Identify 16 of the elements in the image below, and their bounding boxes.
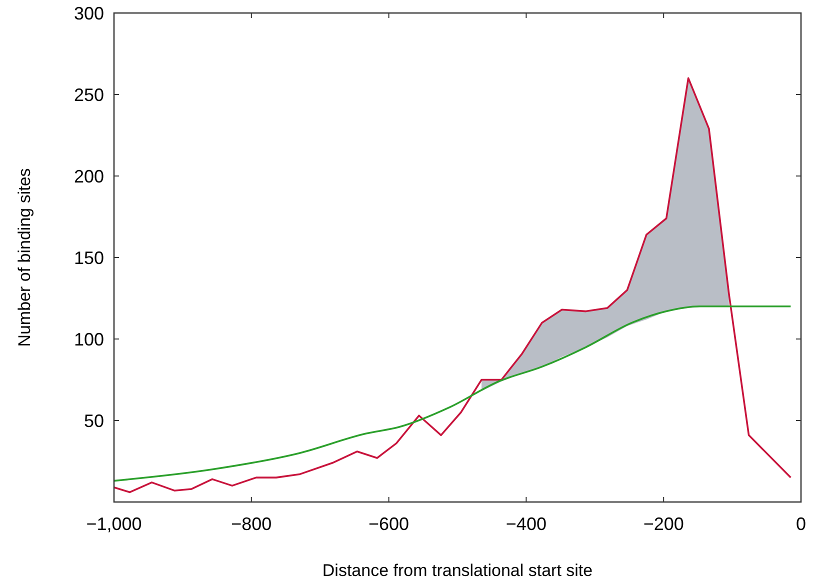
line-series (113, 306, 792, 482)
y-tick-label: 300 (74, 3, 104, 24)
x-tick-label: −1,000 (86, 514, 142, 534)
x-tick-label: −400 (506, 514, 546, 534)
x-tick-label: −800 (231, 514, 272, 534)
y-tick-label: 250 (74, 84, 104, 105)
x-tick-label: 0 (796, 514, 806, 534)
y-tick-label: 200 (74, 166, 104, 186)
y-tick-label: 150 (74, 248, 104, 268)
y-tick-label: 50 (84, 410, 104, 431)
x-tick-label: −600 (368, 514, 410, 534)
line-series (113, 77, 792, 494)
x-axis-title: Distance from translational start site (322, 561, 593, 580)
y-tick-label: 100 (74, 329, 104, 350)
y-axis-title: Number of binding sites (15, 168, 34, 347)
x-tick-label: −200 (643, 514, 684, 534)
